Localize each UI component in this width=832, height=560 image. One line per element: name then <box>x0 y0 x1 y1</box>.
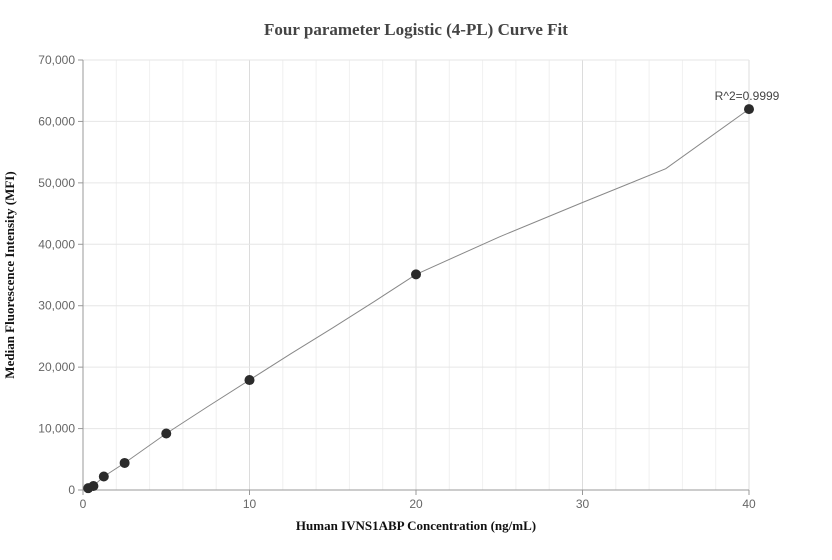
y-tick-label: 70,000 <box>38 53 75 67</box>
r-squared-annotation: R^2=0.9999 <box>715 89 780 103</box>
y-tick-label: 40,000 <box>38 237 75 251</box>
x-tick-label: 20 <box>409 497 423 511</box>
y-tick-label: 0 <box>68 483 75 497</box>
data-point <box>119 457 130 468</box>
data-point <box>88 481 99 492</box>
y-tick-label: 30,000 <box>38 299 75 313</box>
y-tick-label: 60,000 <box>38 114 75 128</box>
y-tick-label: 50,000 <box>38 176 75 190</box>
x-axis-label: Human IVNS1ABP Concentration (ng/mL) <box>296 518 536 533</box>
x-tick-label: 40 <box>742 497 756 511</box>
tick-labels: 0 10,000 20,000 30,000 40,000 50,000 60,000 70,… <box>38 53 756 511</box>
axes <box>78 59 750 495</box>
chart-title: Four parameter Logistic (4-PL) Curve Fit <box>264 20 568 39</box>
y-tick-label: 20,000 <box>38 360 75 374</box>
data-point <box>411 269 421 280</box>
data-point <box>744 104 754 115</box>
y-tick-label: 10,000 <box>38 422 75 436</box>
data-point <box>98 471 109 482</box>
y-axis-label: Median Fluorescence Intensity (MFI) <box>2 171 17 378</box>
data-point <box>161 428 172 439</box>
x-tick-label: 30 <box>576 497 590 511</box>
data-points <box>83 104 754 494</box>
x-tick-label: 0 <box>80 497 87 511</box>
fit-curve <box>82 108 750 491</box>
data-point <box>244 375 255 386</box>
x-tick-label: 10 <box>243 497 257 511</box>
